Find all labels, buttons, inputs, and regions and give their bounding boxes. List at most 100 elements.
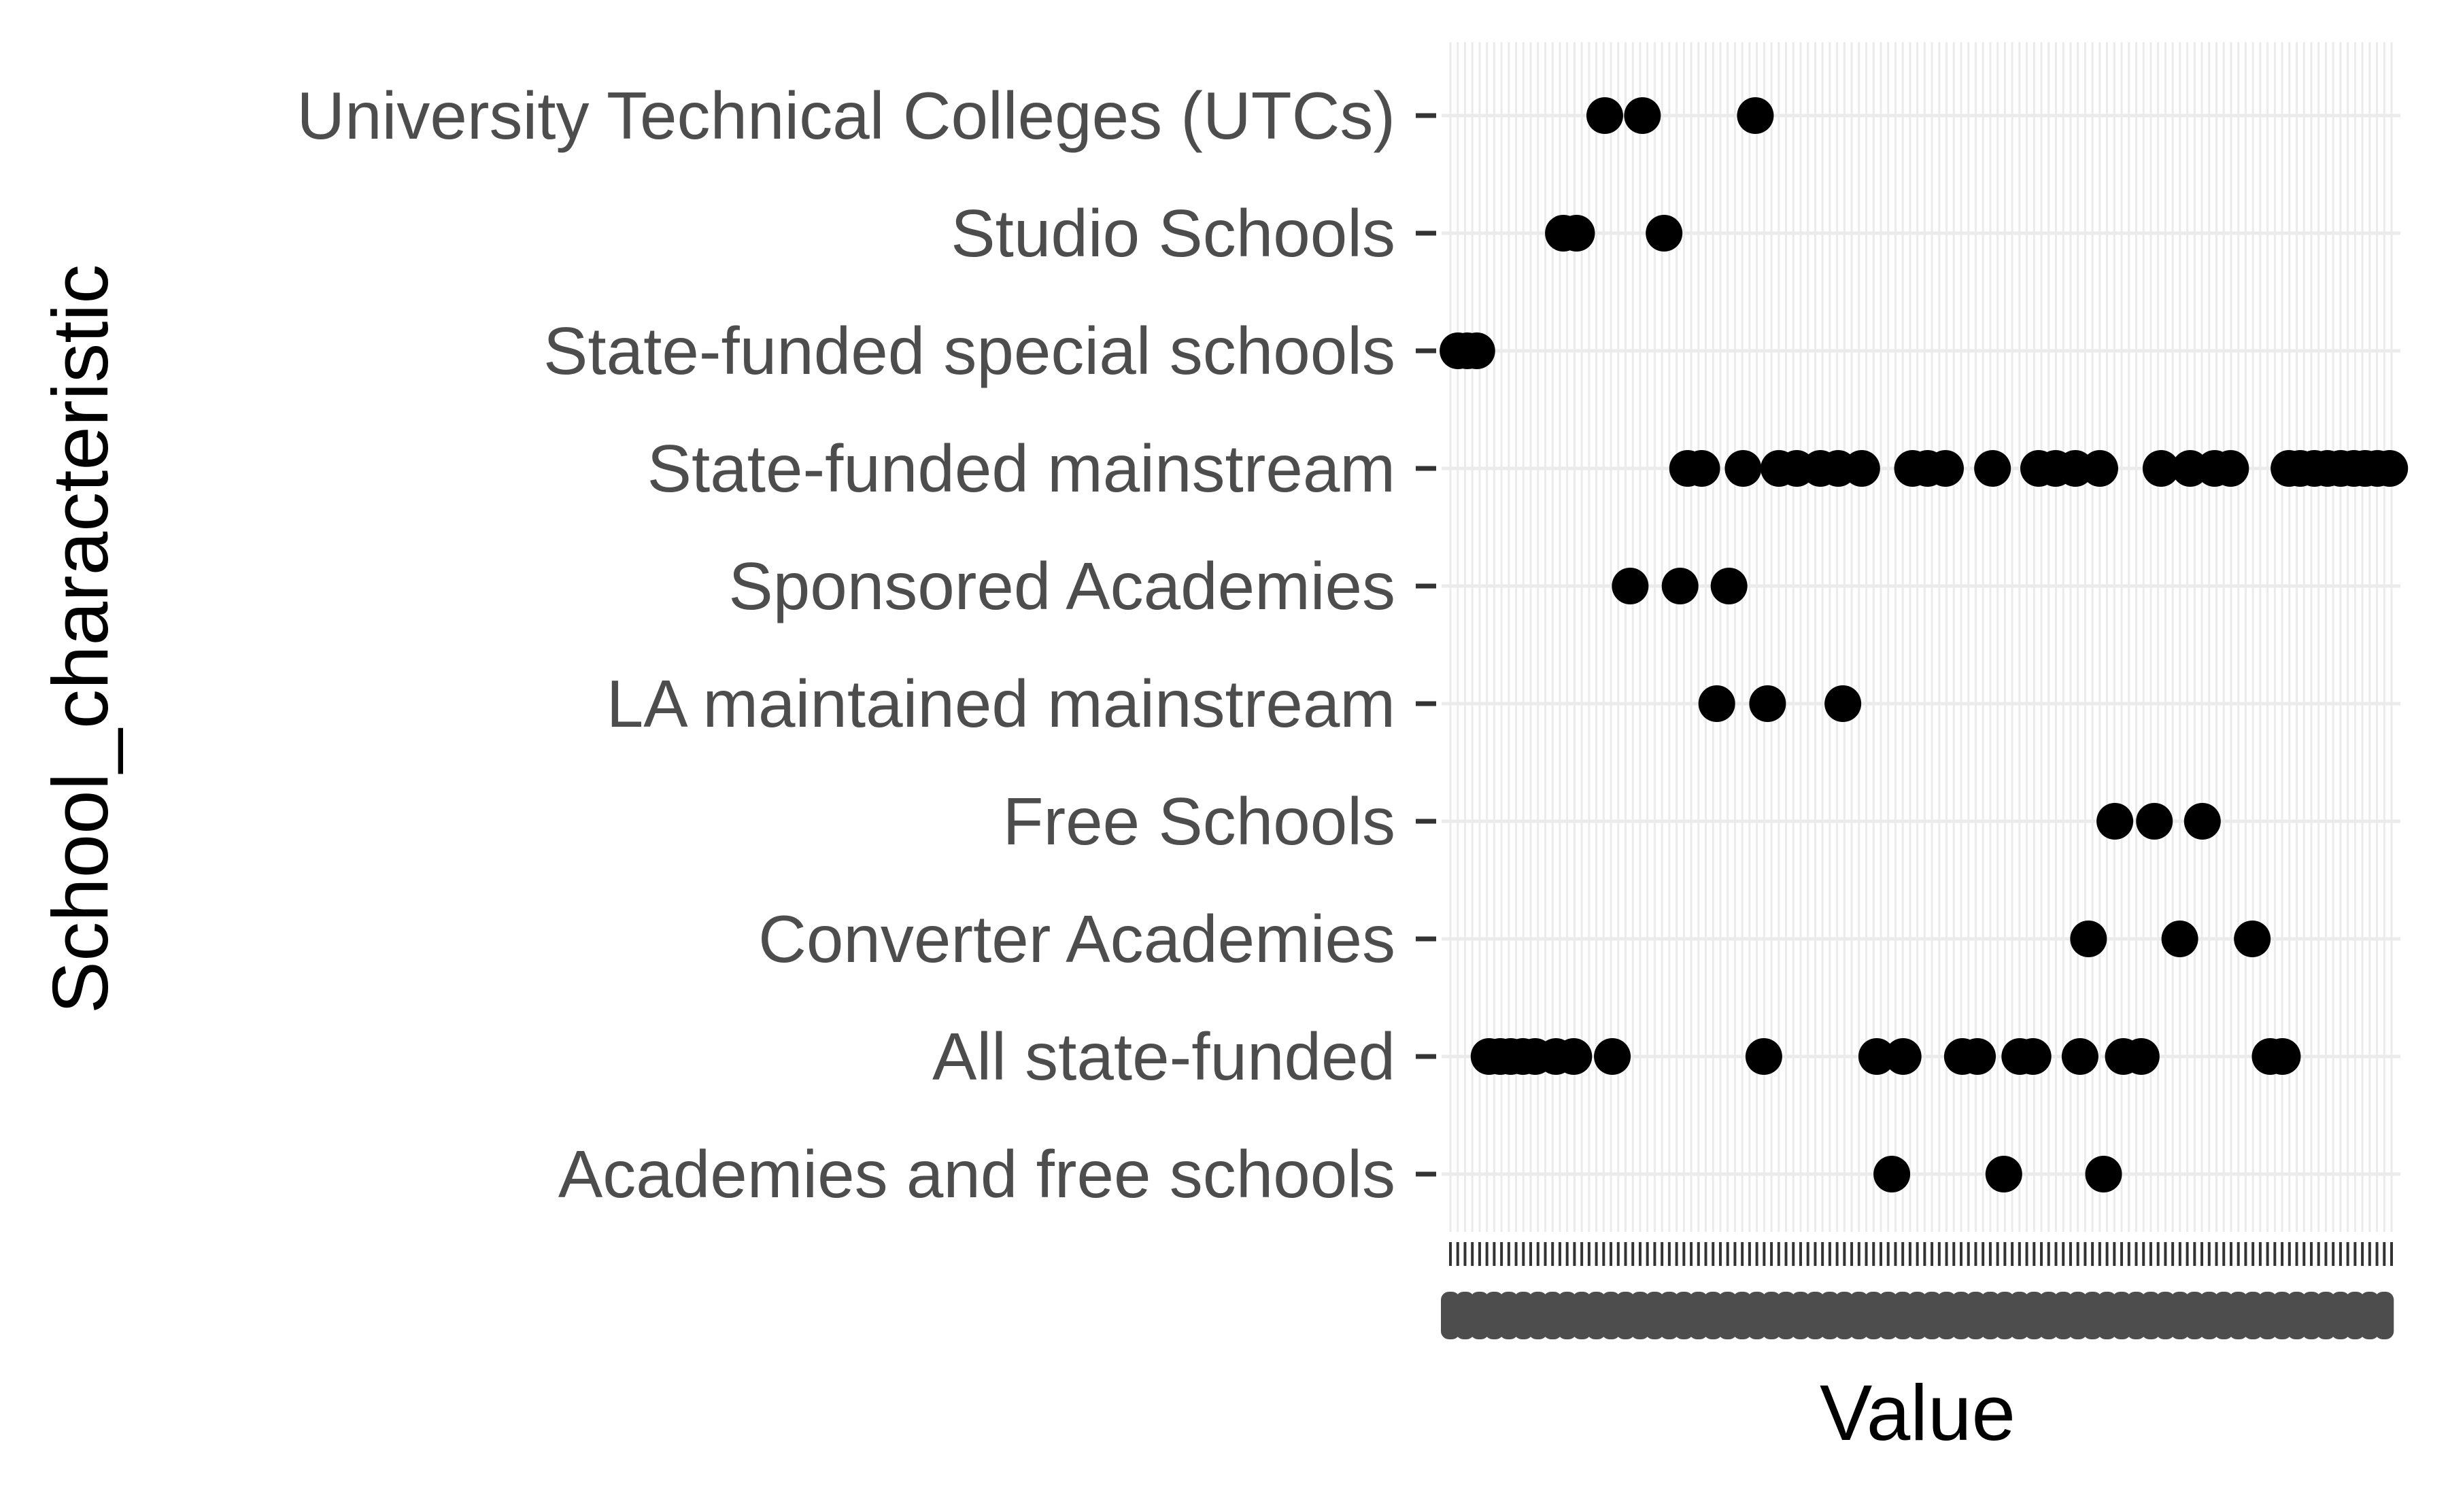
x-tick-label-glyph bbox=[1878, 1292, 1898, 1339]
x-tick-label-glyph bbox=[1601, 1292, 1621, 1339]
x-tick-label-glyph bbox=[2345, 1292, 2365, 1339]
x-tick-label-glyph bbox=[1645, 1292, 1665, 1339]
x-tick-label-glyph bbox=[2316, 1292, 2336, 1339]
data-point bbox=[2061, 1038, 2098, 1075]
y-tick-label: University Technical Colleges (UTCs) bbox=[296, 78, 1395, 153]
x-tick-label-glyph bbox=[1703, 1292, 1723, 1339]
data-point bbox=[1698, 685, 1735, 722]
data-point bbox=[1884, 1038, 1922, 1075]
x-tick-label-glyph bbox=[1469, 1292, 1489, 1339]
data-point bbox=[2161, 921, 2198, 957]
data-point bbox=[2122, 1038, 2160, 1075]
x-tick-label-glyph bbox=[1790, 1292, 1810, 1339]
x-tick-label-glyph bbox=[1937, 1292, 1956, 1339]
x-tick-label-glyph bbox=[2360, 1292, 2379, 1339]
data-point bbox=[1646, 215, 1683, 252]
data-point bbox=[1745, 1038, 1782, 1075]
x-tick-label-glyph bbox=[2097, 1292, 2117, 1339]
x-tick-label-glyph bbox=[2375, 1292, 2394, 1339]
x-tick-label-glyph bbox=[2287, 1292, 2307, 1339]
y-tick-label: LA maintained mainstream bbox=[607, 666, 1395, 741]
x-tick-label-glyph bbox=[2199, 1292, 2219, 1339]
x-tick-label-glyph bbox=[2330, 1292, 2350, 1339]
x-tick-label-glyph bbox=[1966, 1292, 1986, 1339]
y-tick-label: Free Schools bbox=[1003, 784, 1395, 859]
x-tick-label-glyph bbox=[1455, 1292, 1475, 1339]
data-point bbox=[1926, 450, 1964, 487]
data-point bbox=[1612, 568, 1649, 604]
data-points bbox=[1440, 97, 2409, 1192]
x-tick-label-glyph bbox=[1922, 1292, 1942, 1339]
y-axis-title: School_characteristic bbox=[36, 264, 124, 1014]
data-point bbox=[1558, 215, 1595, 252]
x-tick-label-glyph bbox=[1688, 1292, 1708, 1339]
data-point bbox=[2085, 1156, 2122, 1192]
x-tick-label-glyph bbox=[1805, 1292, 1825, 1339]
x-tick-label-glyph bbox=[2039, 1292, 2058, 1339]
y-axis: Academies and free schools All state-fund… bbox=[296, 78, 1436, 1212]
x-tick-label-glyph bbox=[1484, 1292, 1504, 1339]
data-point bbox=[1724, 450, 1762, 487]
x-axis-title: Value bbox=[1820, 1369, 2016, 1457]
x-tick-label-glyph bbox=[2258, 1292, 2277, 1339]
x-tick-label-glyph bbox=[2243, 1292, 2263, 1339]
data-point bbox=[1624, 97, 1661, 134]
x-tick-label-glyph bbox=[2024, 1292, 2044, 1339]
x-tick-label-glyph bbox=[1616, 1292, 1635, 1339]
y-tick-label: Studio Schools bbox=[951, 196, 1395, 271]
y-tick-label: State-funded special schools bbox=[543, 313, 1395, 388]
x-tick-label-glyph bbox=[1995, 1292, 2015, 1339]
x-tick-label-glyph bbox=[1674, 1292, 1694, 1339]
x-tick-label-glyph bbox=[2112, 1292, 2132, 1339]
data-point bbox=[2014, 1038, 2052, 1075]
data-point bbox=[1683, 450, 1720, 487]
y-tick-label: Converter Academies bbox=[758, 901, 1395, 976]
x-tick-label-glyph bbox=[2009, 1292, 2029, 1339]
x-tick-label-glyph bbox=[1528, 1292, 1548, 1339]
x-tick-label-glyph bbox=[1980, 1292, 2000, 1339]
x-tick-label-glyph bbox=[2273, 1292, 2292, 1339]
x-axis bbox=[1441, 1242, 2394, 1339]
data-point bbox=[2264, 1038, 2301, 1075]
data-point bbox=[1661, 568, 1699, 604]
x-tick-label-glyph bbox=[1514, 1292, 1533, 1339]
data-point bbox=[2096, 803, 2134, 840]
data-point bbox=[2234, 921, 2271, 957]
data-point bbox=[1873, 1156, 1911, 1192]
x-tick-label-glyph bbox=[1820, 1292, 1839, 1339]
x-tick-label-glyph bbox=[1733, 1292, 1752, 1339]
data-point bbox=[2371, 450, 2409, 487]
data-point bbox=[1858, 1038, 1895, 1075]
x-tick-label-glyph bbox=[2054, 1292, 2073, 1339]
data-point bbox=[2212, 450, 2249, 487]
data-point bbox=[1974, 450, 2011, 487]
x-tick-label-glyph bbox=[2170, 1292, 2190, 1339]
data-point bbox=[2183, 803, 2221, 840]
data-point bbox=[2081, 450, 2118, 487]
x-tick-label-glyph bbox=[1718, 1292, 1737, 1339]
x-tick-label-glyph bbox=[2228, 1292, 2248, 1339]
data-point bbox=[2142, 450, 2179, 487]
data-point bbox=[1710, 568, 1748, 604]
x-tick-label-glyph bbox=[2068, 1292, 2088, 1339]
x-tick-label-glyph bbox=[1747, 1292, 1767, 1339]
data-point bbox=[1555, 1038, 1593, 1075]
x-tick-label-glyph bbox=[1630, 1292, 1650, 1339]
data-point bbox=[1594, 1038, 1631, 1075]
x-tick-label-glyph bbox=[1572, 1292, 1592, 1339]
x-tick-label-glyph bbox=[1762, 1292, 1782, 1339]
data-point bbox=[2136, 803, 2173, 840]
x-tick-label-glyph bbox=[1864, 1292, 1884, 1339]
data-point bbox=[1737, 97, 1774, 134]
data-point bbox=[1824, 685, 1862, 722]
data-point bbox=[1749, 685, 1786, 722]
data-point bbox=[1458, 332, 1495, 369]
data-point bbox=[1985, 1156, 2022, 1192]
x-tick-label-glyph bbox=[1952, 1292, 1971, 1339]
x-tick-label-glyph bbox=[1499, 1292, 1518, 1339]
x-tick-label-glyph bbox=[2214, 1292, 2234, 1339]
x-tick-label-glyph bbox=[1543, 1292, 1563, 1339]
data-point bbox=[1586, 97, 1623, 134]
